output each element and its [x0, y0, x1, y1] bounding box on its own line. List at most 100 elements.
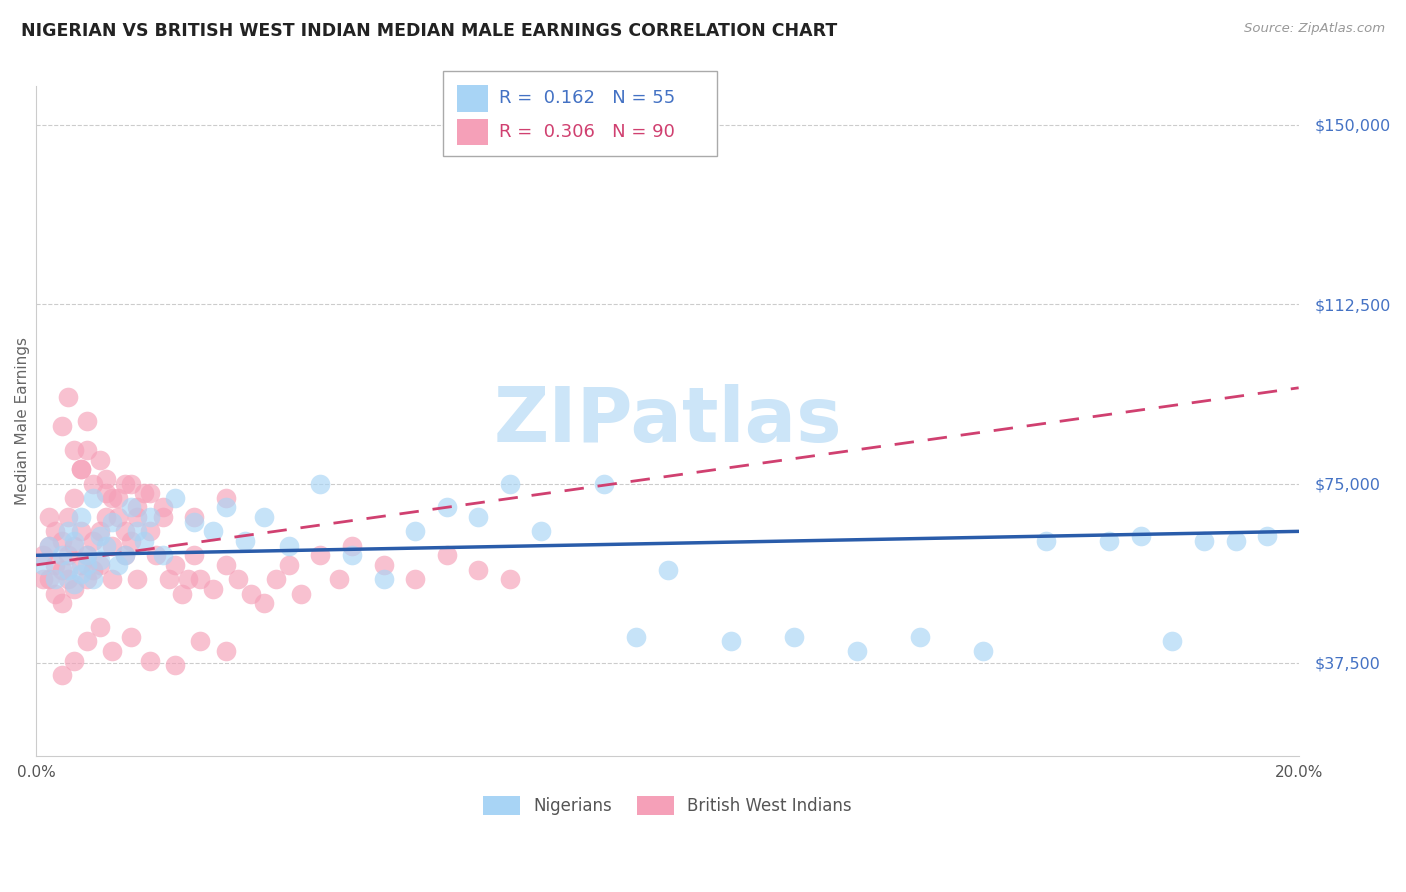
- Point: [89, 529, 111, 543]
- Point: [94, 486, 117, 500]
- Point: [89, 620, 111, 634]
- Point: [720, 634, 742, 648]
- Point: [63, 577, 86, 591]
- Point: [530, 524, 553, 539]
- Point: [624, 630, 647, 644]
- Point: [152, 549, 174, 563]
- Point: [1256, 529, 1278, 543]
- Point: [233, 533, 256, 548]
- Point: [51, 596, 73, 610]
- Point: [120, 476, 142, 491]
- Point: [63, 539, 86, 553]
- Point: [165, 491, 187, 505]
- Point: [340, 549, 363, 563]
- Point: [94, 472, 117, 486]
- Point: [76, 549, 98, 563]
- Point: [436, 549, 458, 563]
- Text: ZIPatlas: ZIPatlas: [494, 384, 842, 458]
- Point: [127, 572, 149, 586]
- Point: [51, 668, 73, 682]
- Point: [228, 572, 250, 586]
- Point: [499, 476, 522, 491]
- Text: R =  0.162   N = 55: R = 0.162 N = 55: [499, 89, 675, 107]
- Point: [1035, 533, 1057, 548]
- Point: [44, 524, 66, 539]
- Point: [120, 533, 142, 548]
- Point: [89, 524, 111, 539]
- Point: [51, 563, 73, 577]
- Point: [127, 510, 149, 524]
- Point: [38, 510, 60, 524]
- Point: [120, 500, 142, 515]
- Point: [56, 549, 79, 563]
- Point: [1161, 634, 1184, 648]
- Point: [139, 524, 162, 539]
- Point: [132, 486, 155, 500]
- Point: [63, 491, 86, 505]
- Point: [290, 586, 312, 600]
- Point: [76, 443, 98, 458]
- Point: [202, 582, 225, 596]
- Point: [309, 476, 332, 491]
- Point: [76, 414, 98, 428]
- Point: [277, 558, 299, 572]
- Point: [56, 390, 79, 404]
- Point: [69, 462, 91, 476]
- Point: [165, 658, 187, 673]
- Point: [82, 533, 104, 548]
- Point: [215, 500, 238, 515]
- Point: [139, 510, 162, 524]
- Point: [190, 572, 212, 586]
- Point: [76, 549, 98, 563]
- Legend: Nigerians, British West Indians: Nigerians, British West Indians: [477, 789, 859, 822]
- Point: [132, 533, 155, 548]
- Point: [76, 634, 98, 648]
- Point: [845, 644, 868, 658]
- Point: [373, 572, 395, 586]
- Point: [1129, 529, 1152, 543]
- Point: [152, 500, 174, 515]
- Point: [127, 500, 149, 515]
- Point: [107, 491, 129, 505]
- Point: [120, 630, 142, 644]
- Point: [69, 462, 91, 476]
- Point: [240, 586, 263, 600]
- Point: [1192, 533, 1215, 548]
- Point: [139, 486, 162, 500]
- Point: [183, 515, 205, 529]
- Point: [63, 654, 86, 668]
- Point: [215, 644, 238, 658]
- Point: [467, 563, 489, 577]
- Point: [56, 510, 79, 524]
- Point: [340, 539, 363, 553]
- Point: [114, 524, 136, 539]
- Point: [190, 634, 212, 648]
- Point: [593, 476, 616, 491]
- Point: [114, 549, 136, 563]
- Point: [82, 491, 104, 505]
- Point: [69, 524, 91, 539]
- Point: [165, 558, 187, 572]
- Point: [38, 539, 60, 553]
- Point: [467, 510, 489, 524]
- Point: [56, 572, 79, 586]
- Point: [114, 549, 136, 563]
- Point: [31, 549, 53, 563]
- Point: [63, 582, 86, 596]
- Point: [908, 630, 931, 644]
- Point: [264, 572, 287, 586]
- Point: [101, 572, 124, 586]
- Point: [1225, 533, 1247, 548]
- Point: [76, 558, 98, 572]
- Point: [31, 558, 53, 572]
- Point: [215, 491, 238, 505]
- Point: [107, 510, 129, 524]
- Point: [44, 558, 66, 572]
- Text: Source: ZipAtlas.com: Source: ZipAtlas.com: [1244, 22, 1385, 36]
- Point: [783, 630, 806, 644]
- Y-axis label: Median Male Earnings: Median Male Earnings: [15, 337, 30, 505]
- Text: NIGERIAN VS BRITISH WEST INDIAN MEDIAN MALE EARNINGS CORRELATION CHART: NIGERIAN VS BRITISH WEST INDIAN MEDIAN M…: [21, 22, 838, 40]
- Point: [183, 510, 205, 524]
- Point: [309, 549, 332, 563]
- Point: [51, 419, 73, 434]
